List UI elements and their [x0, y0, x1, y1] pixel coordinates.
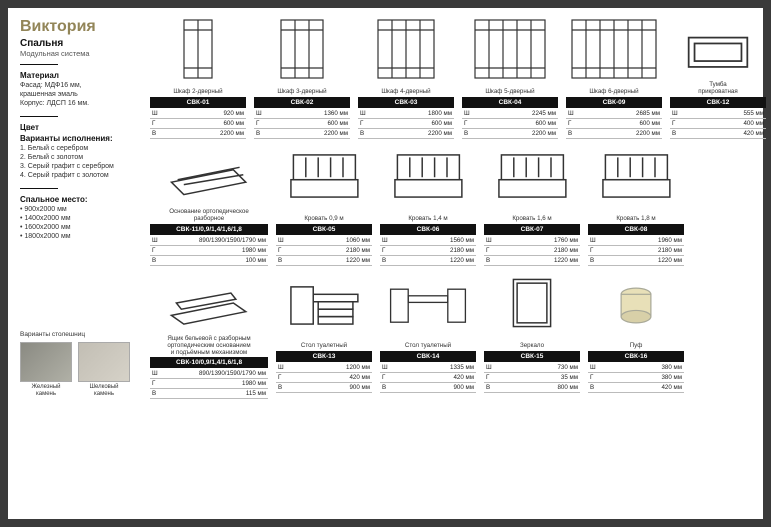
product-code: СВК-10/0,9/1,4/1,6/1,8 — [150, 357, 268, 368]
product-name: Кровать 1,8 м — [616, 209, 655, 223]
product-dimensions: Ш730 мм Г35 мм В800 мм — [484, 363, 580, 393]
system-type: Модульная система — [20, 49, 142, 58]
product-card: Шкаф 3-дверный СВК-02 Ш1360 мм Г600 мм В… — [254, 18, 350, 139]
product-dimensions: Ш2245 мм Г600 мм В2200 мм — [462, 109, 558, 139]
bedsize-title: Спальное место: — [20, 195, 142, 204]
material-title: Материал — [20, 71, 142, 80]
color-title: Цвет — [20, 123, 142, 132]
product-thumb — [154, 272, 264, 334]
product-code: СВК-16 — [588, 351, 684, 362]
product-thumb — [154, 145, 264, 207]
product-name: Шкаф 3-дверный — [277, 82, 326, 96]
product-code: СВК-03 — [358, 97, 454, 108]
product-card: Стол туалетный СВК-14 Ш1335 мм Г420 мм В… — [380, 272, 476, 399]
product-dimensions: Ш380 мм Г380 мм В420 мм — [588, 363, 684, 393]
collection-title: Виктория — [20, 18, 142, 36]
product-name: Шкаф 4-дверный — [381, 82, 430, 96]
product-dimensions: Ш890/1390/1590/1790 мм Г1980 мм В100 мм — [150, 236, 268, 266]
product-thumb — [592, 272, 680, 334]
product-thumb — [488, 272, 576, 334]
product-thumb — [280, 145, 368, 207]
swatch-title: Варианты столешниц — [20, 331, 142, 338]
product-code: СВК-13 — [276, 351, 372, 362]
product-dimensions: Ш1800 мм Г600 мм В2200 мм — [358, 109, 454, 139]
product-dimensions: Ш2685 мм Г600 мм В2200 мм — [566, 109, 662, 139]
product-card: Пуф СВК-16 Ш380 мм Г380 мм В420 мм — [588, 272, 684, 399]
product-dimensions: Ш1760 мм Г2180 мм В1220 мм — [484, 236, 580, 266]
product-name: Ящик бельевой с разборным ортопедическим… — [167, 336, 250, 356]
product-thumb — [488, 145, 576, 207]
swatch-label: Железный камень — [20, 384, 72, 397]
product-card: Кровать 1,6 м СВК-07 Ш1760 мм Г2180 мм В… — [484, 145, 580, 266]
product-dimensions: Ш1360 мм Г600 мм В2200 мм — [254, 109, 350, 139]
product-code: СВК-07 — [484, 224, 580, 235]
product-card: Зеркало СВК-15 Ш730 мм Г35 мм В800 мм — [484, 272, 580, 399]
product-thumb — [154, 18, 242, 80]
product-code: СВК-05 — [276, 224, 372, 235]
product-card: Кровать 1,4 м СВК-06 Ш1560 мм Г2180 мм В… — [380, 145, 476, 266]
product-code: СВК-15 — [484, 351, 580, 362]
product-name: Кровать 0,9 м — [304, 209, 343, 223]
product-thumb — [466, 18, 554, 80]
product-name: Тумба прикроватная — [698, 82, 737, 96]
divider — [20, 188, 58, 189]
product-name: Зеркало — [520, 336, 544, 350]
swatch-label: Шелковый камень — [78, 384, 130, 397]
product-card: Шкаф 2-дверный СВК-01 Ш920 мм Г600 мм В2… — [150, 18, 246, 139]
product-dimensions: Ш1200 мм Г420 мм В900 мм — [276, 363, 372, 393]
product-name: Стол туалетный — [301, 336, 347, 350]
product-thumb — [592, 145, 680, 207]
product-dimensions: Ш920 мм Г600 мм В2200 мм — [150, 109, 246, 139]
product-code: СВК-08 — [588, 224, 684, 235]
product-name: Шкаф 6-дверный — [589, 82, 638, 96]
product-code: СВК-06 — [380, 224, 476, 235]
product-card: Шкаф 4-дверный СВК-03 Ш1800 мм Г600 мм В… — [358, 18, 454, 139]
product-card: Шкаф 5-дверный СВК-04 Ш2245 мм Г600 мм В… — [462, 18, 558, 139]
product-card: Основание ортопедическое разборное СВК-1… — [150, 145, 268, 266]
color-subtitle: Варианты исполнения: — [20, 134, 142, 143]
product-dimensions: Ш1060 мм Г2180 мм В1220 мм — [276, 236, 372, 266]
product-thumb — [384, 272, 472, 334]
product-thumb — [280, 272, 368, 334]
product-dimensions: Ш555 мм Г400 мм В420 мм — [670, 109, 766, 139]
product-dimensions: Ш890/1390/1590/1790 мм Г1980 мм В115 мм — [150, 369, 268, 399]
product-card: Шкаф 6-дверный СВК-09 Ш2685 мм Г600 мм В… — [566, 18, 662, 139]
product-dimensions: Ш1560 мм Г2180 мм В1220 мм — [380, 236, 476, 266]
product-thumb — [362, 18, 450, 80]
product-thumb — [258, 18, 346, 80]
product-card: Ящик бельевой с разборным ортопедическим… — [150, 272, 268, 399]
product-code: СВК-02 — [254, 97, 350, 108]
product-name: Кровать 1,4 м — [408, 209, 447, 223]
color-options: 1. Белый с серебром 2. Белый с золотом 3… — [20, 145, 142, 180]
bedsize-options: • 900x2000 мм • 1400x2000 мм • 1600x2000… — [20, 206, 142, 241]
product-code: СВК-09 — [566, 97, 662, 108]
product-code: СВК-12 — [670, 97, 766, 108]
product-code: СВК-04 — [462, 97, 558, 108]
product-thumb — [384, 145, 472, 207]
product-name: Основание ортопедическое разборное — [169, 209, 249, 223]
product-name: Шкаф 5-дверный — [485, 82, 534, 96]
product-thumb — [674, 18, 762, 80]
product-card: Кровать 0,9 м СВК-05 Ш1060 мм Г2180 мм В… — [276, 145, 372, 266]
product-name: Шкаф 2-дверный — [173, 82, 222, 96]
divider — [20, 64, 58, 65]
product-code: СВК-01 — [150, 97, 246, 108]
swatch-silk-stone: Шелковый камень — [78, 342, 130, 397]
divider — [20, 116, 58, 117]
product-thumb — [570, 18, 658, 80]
product-card: Тумба прикроватная СВК-12 Ш555 мм Г400 м… — [670, 18, 766, 139]
product-name: Кровать 1,6 м — [512, 209, 551, 223]
product-dimensions: Ш1335 мм Г420 мм В900 мм — [380, 363, 476, 393]
product-code: СВК-11/0,9/1,4/1,6/1,8 — [150, 224, 268, 235]
material-text: Фасад: МДФ16 мм, крашенная эмаль Корпус:… — [20, 82, 142, 108]
product-name: Стол туалетный — [405, 336, 451, 350]
product-name: Пуф — [630, 336, 643, 350]
swatch-iron-stone: Железный камень — [20, 342, 72, 397]
product-card: Кровать 1,8 м СВК-08 Ш1960 мм Г2180 мм В… — [588, 145, 684, 266]
product-card: Стол туалетный СВК-13 Ш1200 мм Г420 мм В… — [276, 272, 372, 399]
room-type: Спальня — [20, 38, 142, 49]
product-code: СВК-14 — [380, 351, 476, 362]
product-dimensions: Ш1960 мм Г2180 мм В1220 мм — [588, 236, 684, 266]
